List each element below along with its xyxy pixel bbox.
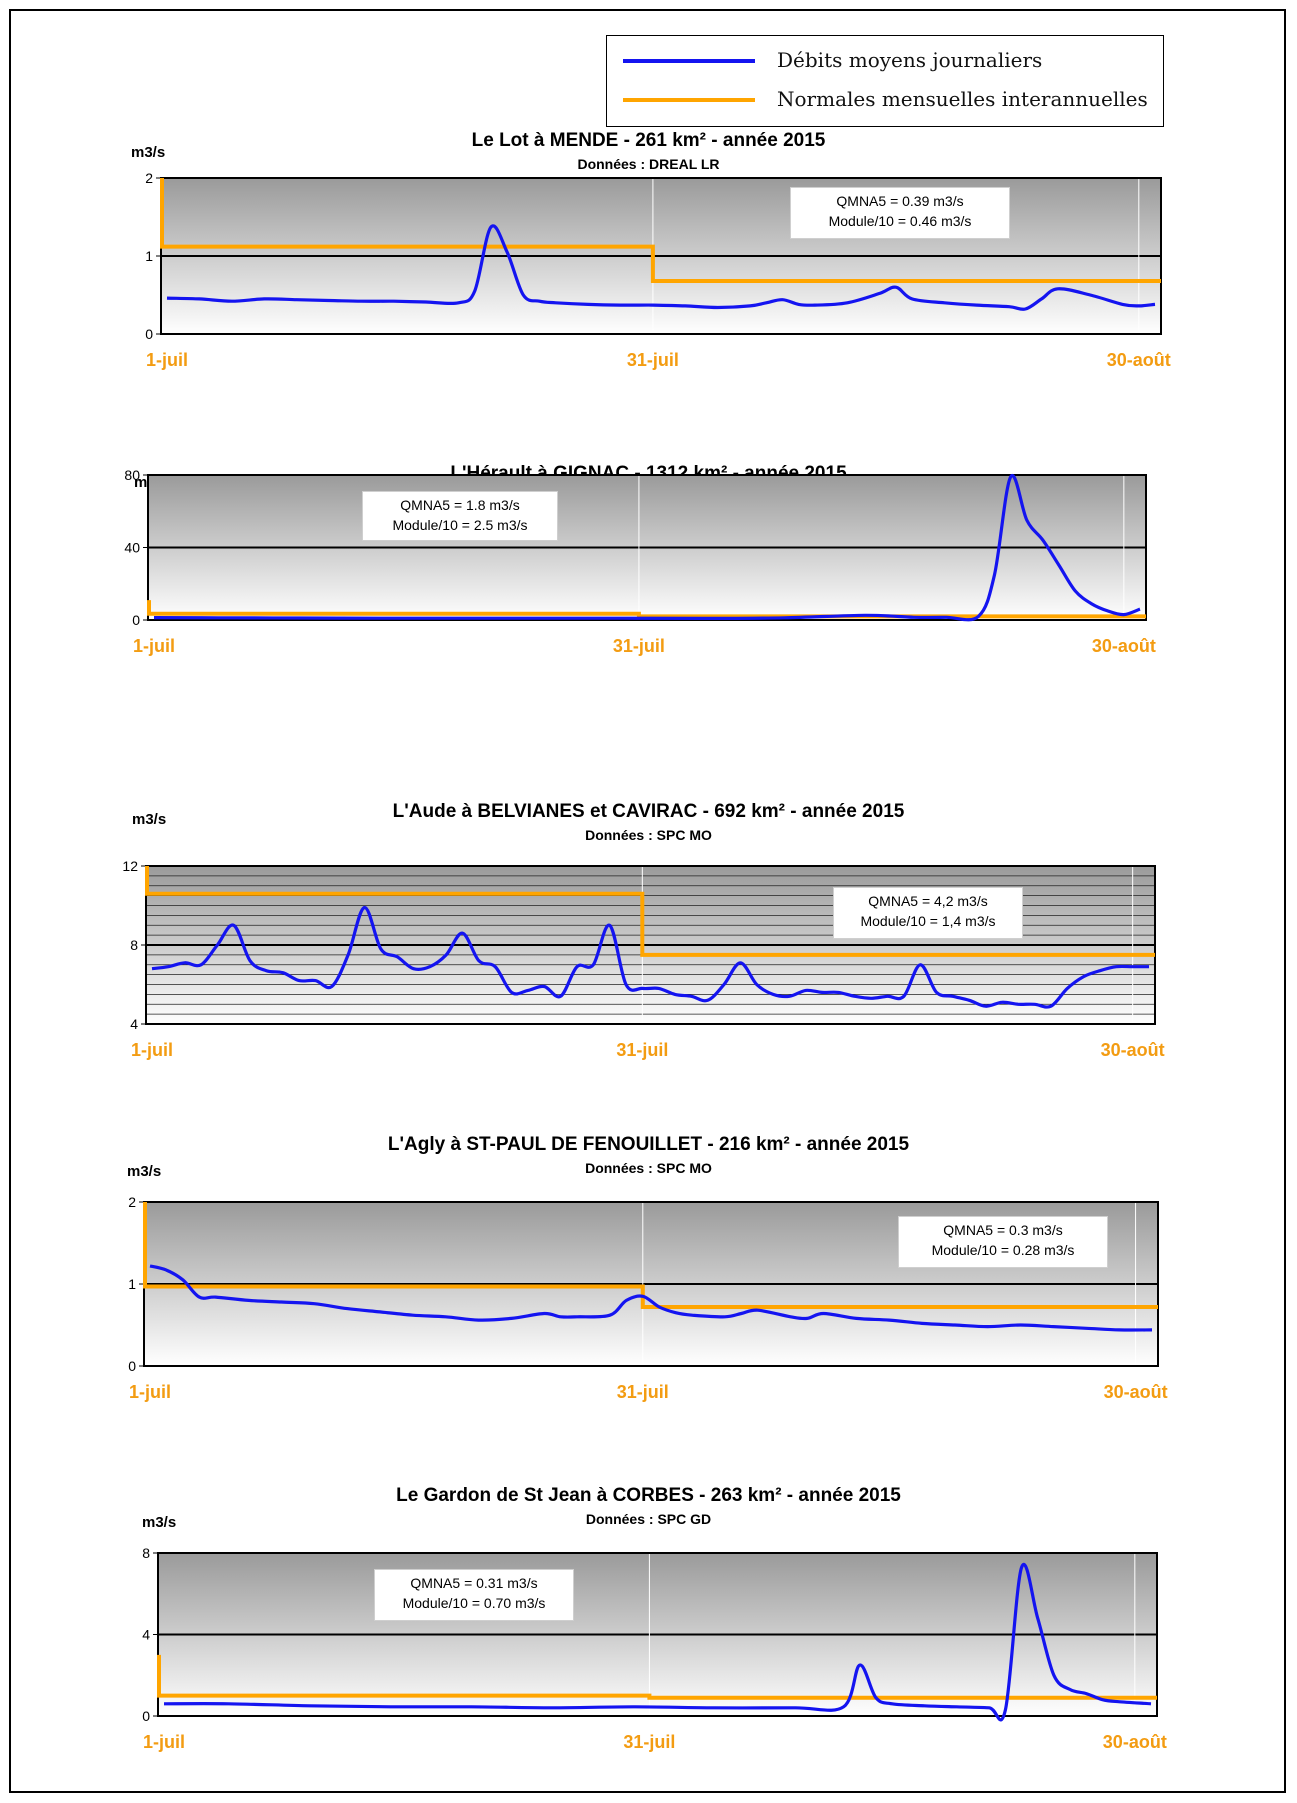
chart-plot-svg: 0 4 8 1-juil 31-juil 30-août xyxy=(142,1545,1167,1752)
y-tick-label: 4 xyxy=(130,1016,138,1032)
daily-flow-line xyxy=(166,224,1156,311)
daily-flow-line xyxy=(151,905,1149,1009)
annotation-line: QMNA5 = 0.3 m3/s xyxy=(943,1222,1063,1238)
y-tick-label: 1 xyxy=(145,248,153,264)
y-tick-label: 12 xyxy=(122,858,138,874)
legend-item-monthly-normals: Normales mensuelles interannuelles xyxy=(607,85,1163,115)
chart-title: L'Aude à BELVIANES et CAVIRAC - 692 km² … xyxy=(392,801,905,822)
chart-plot-svg: 0 40 80 1-juil 31-juil 30-août xyxy=(124,467,1156,656)
annotation-line: Module/10 = 2.5 m3/s xyxy=(392,517,528,533)
chart-subtitle: Données : SPC MO xyxy=(585,827,712,843)
annotation-line: QMNA5 = 4,2 m3/s xyxy=(868,893,988,909)
legend-swatch-orange xyxy=(623,98,755,102)
x-tick-label: 1-juil xyxy=(133,636,175,656)
qmna5-annotation: QMNA5 = 1.8 m3/s Module/10 = 2.5 m3/s xyxy=(362,491,558,541)
x-tick-label: 30-août xyxy=(1107,350,1171,370)
chart-subtitle: Données : SPC MO xyxy=(585,1160,712,1176)
x-tick-label: 31-juil xyxy=(617,1382,669,1402)
annotation-line: Module/10 = 1,4 m3/s xyxy=(860,913,996,929)
chart-legend: Débits moyens journaliers Normales mensu… xyxy=(606,35,1164,127)
daily-flow-line xyxy=(153,473,1141,622)
chart-3: L'Aude à BELVIANES et CAVIRAC - 692 km² … xyxy=(0,801,1297,1064)
annotation-line: QMNA5 = 0.31 m3/s xyxy=(410,1575,538,1591)
chart-plot-svg: 0 1 2 1-juil 31-juil 30-août xyxy=(145,170,1171,370)
y-tick-label: 0 xyxy=(132,612,140,628)
chart-subtitle: Données : SPC GD xyxy=(585,1511,712,1527)
chart-plot-svg: 0 1 2 1-juil 31-juil 30-août xyxy=(128,1194,1168,1402)
chart-subtitle: Données : DREAL LR xyxy=(577,156,720,172)
x-tick-label: 31-juil xyxy=(627,350,679,370)
normals-step-line xyxy=(157,1654,1157,1700)
y-tick-label: 8 xyxy=(142,1545,150,1561)
qmna5-annotation: QMNA5 = 4,2 m3/s Module/10 = 1,4 m3/s xyxy=(833,887,1023,939)
y-axis-unit: m3/s xyxy=(127,1163,162,1180)
legend-label-daily-flow: Débits moyens journaliers xyxy=(777,48,1043,72)
y-axis-unit: m3/s xyxy=(131,144,166,161)
qmna5-annotation: QMNA5 = 0.31 m3/s Module/10 = 0.70 m3/s xyxy=(374,1569,574,1621)
y-tick-label: 1 xyxy=(128,1276,136,1292)
normals-step-line xyxy=(160,178,1161,283)
y-tick-label: 2 xyxy=(145,170,153,186)
qmna5-annotation: QMNA5 = 0.39 m3/s Module/10 = 0.46 m3/s xyxy=(790,187,1010,239)
chart-title: Le Gardon de St Jean à CORBES - 263 km² … xyxy=(396,1485,901,1506)
x-tick-label: 1-juil xyxy=(146,350,188,370)
x-tick-label: 30-août xyxy=(1103,1732,1167,1752)
annotation-line: Module/10 = 0.70 m3/s xyxy=(402,1595,546,1611)
x-tick-label: 1-juil xyxy=(131,1040,173,1060)
normals-step-line xyxy=(143,1202,1158,1309)
y-tick-label: 40 xyxy=(124,540,140,556)
daily-flow-line xyxy=(149,1264,1153,1332)
annotation-line: Module/10 = 0.46 m3/s xyxy=(828,213,972,229)
chart-1: Le Lot à MENDE - 261 km² - année 2015 Don… xyxy=(0,130,1297,374)
y-tick-label: 0 xyxy=(128,1358,136,1374)
y-tick-label: 4 xyxy=(142,1627,150,1643)
y-axis-unit: m3/s xyxy=(132,811,167,828)
page-frame xyxy=(9,9,1286,1793)
x-tick-label: 30-août xyxy=(1104,1382,1168,1402)
legend-label-monthly-normals: Normales mensuelles interannuelles xyxy=(777,87,1148,111)
y-tick-label: 0 xyxy=(142,1708,150,1724)
x-tick-label: 1-juil xyxy=(129,1382,171,1402)
y-axis-unit: m3/s xyxy=(142,1514,177,1531)
y-tick-label: 2 xyxy=(128,1194,136,1210)
chart-title: Le Lot à MENDE - 261 km² - année 2015 xyxy=(471,130,826,151)
y-tick-label: 0 xyxy=(145,326,153,342)
annotation-line: QMNA5 = 0.39 m3/s xyxy=(836,193,964,209)
x-tick-label: 1-juil xyxy=(143,1732,185,1752)
legend-item-daily-flow: Débits moyens journaliers xyxy=(607,46,1163,76)
y-tick-label: 80 xyxy=(124,467,140,483)
x-tick-label: 30-août xyxy=(1092,636,1156,656)
chart-4: L'Agly à ST-PAUL DE FENOUILLET - 216 km²… xyxy=(0,1134,1297,1406)
annotation-line: Module/10 = 0.28 m3/s xyxy=(931,1242,1075,1258)
annotation-line: QMNA5 = 1.8 m3/s xyxy=(400,497,520,513)
qmna5-annotation: QMNA5 = 0.3 m3/s Module/10 = 0.28 m3/s xyxy=(898,1216,1108,1268)
x-tick-label: 31-juil xyxy=(623,1732,675,1752)
legend-swatch-blue xyxy=(623,59,755,63)
chart-title: L'Agly à ST-PAUL DE FENOUILLET - 216 km²… xyxy=(387,1134,910,1155)
daily-flow-line xyxy=(163,1562,1152,1722)
chart-5: Le Gardon de St Jean à CORBES - 263 km² … xyxy=(0,1485,1297,1756)
x-tick-label: 30-août xyxy=(1101,1040,1165,1060)
chart-2: L'Hérault à GIGNAC - 1312 km² - année 20… xyxy=(0,463,1297,660)
chart-plot-svg: 4 8 12 1-juil 31-juil 30-août xyxy=(122,858,1165,1060)
normals-step-line xyxy=(145,866,1155,957)
y-tick-label: 8 xyxy=(130,937,138,953)
x-tick-label: 31-juil xyxy=(616,1040,668,1060)
x-tick-label: 31-juil xyxy=(613,636,665,656)
